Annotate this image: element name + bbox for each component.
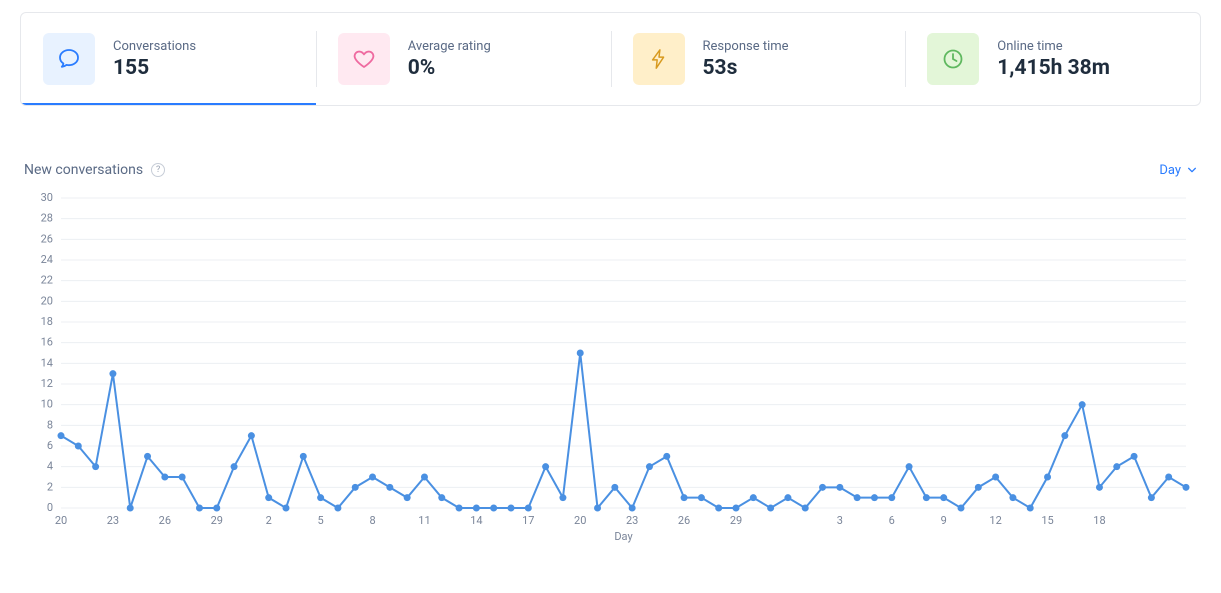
metric-cards-row: Conversations 155 Average rating 0% Response… (20, 12, 1201, 106)
svg-text:2: 2 (47, 480, 53, 493)
svg-text:Day: Day (614, 530, 633, 543)
metric-card-label: Average rating (408, 39, 491, 54)
metric-card-conversations[interactable]: Conversations 155 (21, 13, 316, 105)
svg-text:20: 20 (55, 514, 67, 527)
metric-card-value: 0% (408, 56, 491, 80)
chart-section-header: New conversations ? Day (20, 162, 1201, 178)
svg-text:2: 2 (266, 514, 272, 527)
metric-card-texts: Average rating 0% (408, 39, 491, 80)
heart-icon (338, 33, 390, 85)
svg-text:12: 12 (41, 377, 53, 390)
chart-title: New conversations (24, 162, 143, 178)
svg-text:16: 16 (41, 336, 53, 349)
svg-text:26: 26 (41, 232, 53, 245)
svg-text:11: 11 (418, 514, 430, 527)
svg-text:20: 20 (41, 294, 53, 307)
chart-range-select[interactable]: Day (1159, 163, 1197, 178)
svg-text:23: 23 (107, 514, 119, 527)
svg-text:8: 8 (369, 514, 375, 527)
chart-range-label: Day (1159, 163, 1181, 178)
svg-text:15: 15 (1041, 514, 1053, 527)
svg-text:26: 26 (159, 514, 171, 527)
metric-card-texts: Conversations 155 (113, 39, 196, 80)
clock-icon (927, 33, 979, 85)
chart-title-wrap: New conversations ? (24, 162, 165, 178)
metric-card-value: 53s (703, 56, 789, 80)
svg-text:28: 28 (41, 212, 53, 225)
metric-card-value: 155 (113, 56, 196, 80)
svg-text:0: 0 (47, 501, 53, 514)
svg-text:10: 10 (41, 398, 53, 411)
metric-card-label: Conversations (113, 39, 196, 54)
svg-text:18: 18 (41, 315, 53, 328)
metric-card-texts: Online time 1,415h 38m (997, 39, 1110, 80)
svg-text:4: 4 (47, 460, 53, 473)
svg-text:8: 8 (47, 418, 53, 431)
svg-text:5: 5 (318, 514, 324, 527)
svg-text:17: 17 (522, 514, 534, 527)
metric-card-average-rating[interactable]: Average rating 0% (316, 13, 611, 105)
svg-text:26: 26 (678, 514, 690, 527)
metric-card-label: Online time (997, 39, 1110, 54)
svg-text:9: 9 (941, 514, 947, 527)
svg-text:14: 14 (470, 514, 482, 527)
svg-text:6: 6 (889, 514, 895, 527)
chat-icon (43, 33, 95, 85)
bolt-icon (633, 33, 685, 85)
svg-text:14: 14 (41, 356, 53, 369)
metric-card-value: 1,415h 38m (997, 56, 1110, 80)
svg-text:3: 3 (837, 514, 843, 527)
svg-text:6: 6 (47, 439, 53, 452)
svg-text:12: 12 (989, 514, 1001, 527)
svg-text:23: 23 (626, 514, 638, 527)
new-conversations-chart: 0246810121416182022242628302023262925811… (20, 188, 1201, 548)
svg-text:18: 18 (1093, 514, 1105, 527)
metric-card-label: Response time (703, 39, 789, 54)
svg-text:29: 29 (211, 514, 223, 527)
metric-card-texts: Response time 53s (703, 39, 789, 80)
chart-container: 0246810121416182022242628302023262925811… (20, 188, 1201, 548)
svg-text:29: 29 (730, 514, 742, 527)
svg-text:20: 20 (574, 514, 586, 527)
svg-text:24: 24 (41, 253, 53, 266)
svg-text:30: 30 (41, 191, 53, 204)
metric-card-response-time[interactable]: Response time 53s (611, 13, 906, 105)
metric-card-online-time[interactable]: Online time 1,415h 38m (905, 13, 1200, 105)
help-icon[interactable]: ? (151, 163, 165, 177)
svg-text:22: 22 (41, 274, 53, 287)
chevron-down-icon (1187, 165, 1197, 175)
